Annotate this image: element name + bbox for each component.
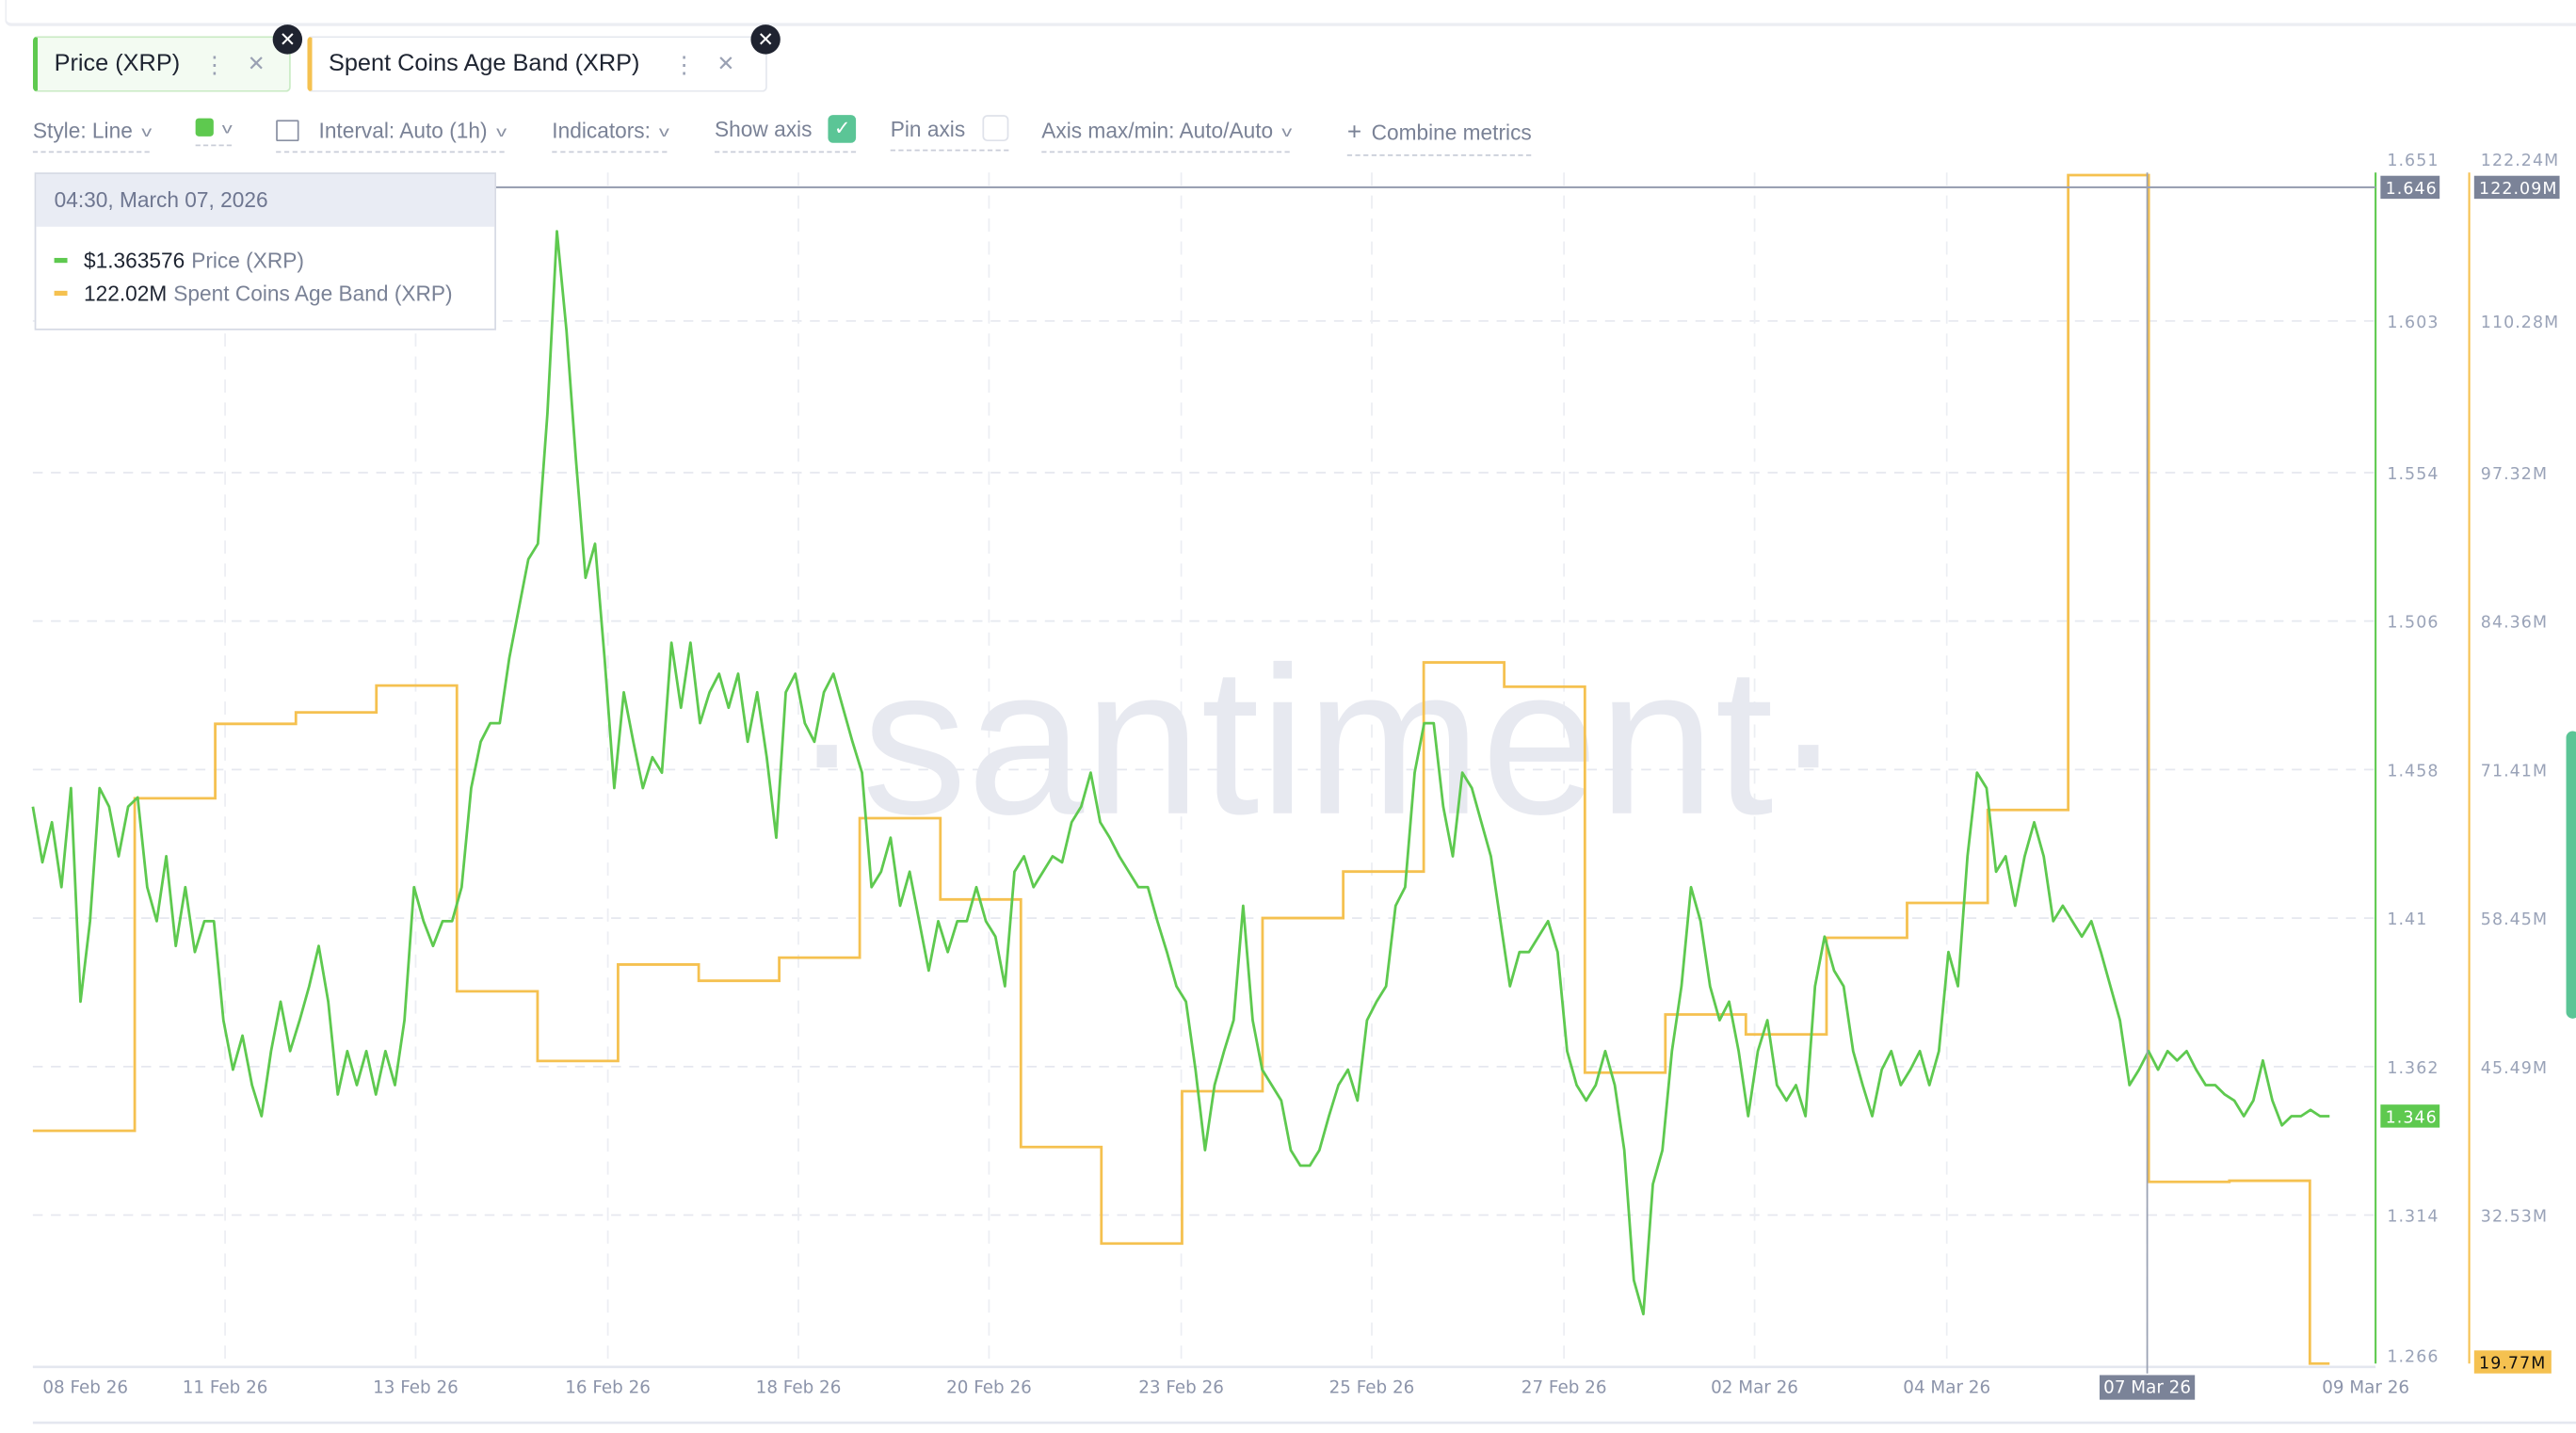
spent-coins-series-line bbox=[32, 173, 2330, 1365]
spent-axis-tick: 97.32M bbox=[2481, 465, 2548, 484]
color-swatch bbox=[195, 118, 214, 137]
chevron-down-icon: v bbox=[658, 121, 669, 139]
interval-label: Interval: Auto (1h) bbox=[318, 118, 488, 143]
tooltip-row-price: $1.363576 Price (XRP) bbox=[54, 243, 495, 276]
tab-label: Price (XRP) bbox=[54, 51, 181, 78]
tooltip-row-spent: 122.02M Spent Coins Age Band (XRP) bbox=[54, 276, 495, 309]
spent-axis-tick: 84.36M bbox=[2481, 614, 2548, 633]
axis-maxmin-label: Axis max/min: Auto/Auto bbox=[1041, 118, 1274, 143]
tab-price-xrp[interactable]: Price (XRP) ⋮ ✕ bbox=[32, 36, 291, 92]
price-axis-tick: 1.266 bbox=[2387, 1348, 2439, 1367]
tooltip-datetime: 04:30, March 07, 2026 bbox=[36, 173, 495, 227]
x-axis-tick: 18 Feb 26 bbox=[756, 1378, 842, 1398]
kebab-icon[interactable]: ⋮ bbox=[202, 50, 226, 77]
interval-dropdown[interactable]: Interval: Auto (1h) v bbox=[276, 118, 507, 153]
price-axis-tick: 1.554 bbox=[2387, 465, 2439, 484]
chevron-down-icon: v bbox=[140, 121, 152, 139]
combine-metrics-button[interactable]: + Combine metrics bbox=[1346, 118, 1532, 156]
legend-swatch bbox=[54, 289, 68, 296]
spent-axis-tick: 122.24M bbox=[2481, 152, 2559, 170]
show-axis-toggle[interactable]: Show axis ✓ bbox=[715, 115, 857, 153]
x-axis-tick: 25 Feb 26 bbox=[1329, 1378, 1415, 1398]
tab-spent-coins-age-band[interactable]: Spent Coins Age Band (XRP) ⋮ ✕ bbox=[307, 36, 767, 92]
price-axis-tick: 1.41 bbox=[2387, 910, 2427, 929]
remove-metric-icon[interactable]: ✕ bbox=[272, 24, 303, 55]
x-axis-tick: 16 Feb 26 bbox=[565, 1378, 651, 1398]
plus-icon: + bbox=[1346, 118, 1362, 147]
combine-label: Combine metrics bbox=[1371, 120, 1532, 145]
chevron-down-icon: v bbox=[1281, 121, 1293, 139]
price-last-label: 1.346 bbox=[2386, 1108, 2438, 1127]
remove-metric-icon[interactable]: ✕ bbox=[750, 24, 781, 55]
x-axis-tick: 13 Feb 26 bbox=[373, 1378, 459, 1398]
pin-axis-toggle[interactable]: Pin axis bbox=[890, 115, 1008, 152]
x-axis-tick: 08 Feb 26 bbox=[42, 1378, 128, 1398]
tooltip-name: Spent Coins Age Band (XRP) bbox=[173, 280, 453, 305]
spent-last-label-box bbox=[2473, 1350, 2552, 1374]
price-crosshair-label-box bbox=[2380, 175, 2440, 200]
tooltip: 04:30, March 07, 2026 $1.363576 Price (XR… bbox=[34, 172, 496, 330]
tooltip-value: $1.363576 bbox=[83, 247, 185, 272]
tooltip-name: Price (XRP) bbox=[191, 247, 304, 272]
price-axis-tick: 1.603 bbox=[2387, 314, 2439, 332]
x-axis-tick: 23 Feb 26 bbox=[1138, 1378, 1224, 1398]
spent-axis-tick: 58.45M bbox=[2481, 910, 2548, 929]
tooltip-value: 122.02M bbox=[83, 280, 168, 305]
spent-last-label: 19.77M bbox=[2479, 1355, 2546, 1374]
price-crosshair-label: 1.646 bbox=[2386, 180, 2438, 199]
x-axis-tick: 27 Feb 26 bbox=[1521, 1378, 1607, 1398]
spent-axis-tick: 45.49M bbox=[2481, 1059, 2548, 1078]
price-axis-tick: 1.362 bbox=[2387, 1059, 2439, 1078]
price-axis-tick: 1.314 bbox=[2387, 1208, 2439, 1227]
chevron-down-icon: v bbox=[495, 121, 507, 139]
close-icon[interactable]: ✕ bbox=[247, 51, 266, 76]
legend-swatch bbox=[54, 257, 68, 263]
x-axis-tick: 11 Feb 26 bbox=[183, 1378, 268, 1398]
x-axis-tick: 04 Mar 26 bbox=[1903, 1378, 1990, 1398]
scroll-handle[interactable] bbox=[2566, 731, 2576, 1019]
spent-axis-tick: 32.53M bbox=[2481, 1208, 2548, 1227]
x-axis-tick: 20 Feb 26 bbox=[946, 1378, 1032, 1398]
top-bar bbox=[5, 0, 2576, 26]
spent-crosshair-label-box bbox=[2473, 175, 2560, 200]
price-axis-tick: 1.506 bbox=[2387, 614, 2439, 633]
indicators-dropdown[interactable]: Indicators: v bbox=[552, 118, 669, 153]
indicators-label: Indicators: bbox=[552, 118, 651, 143]
checkbox-checked-icon[interactable]: ✓ bbox=[828, 115, 857, 143]
color-dropdown[interactable]: v bbox=[195, 118, 233, 147]
pin-axis-label: Pin axis bbox=[890, 116, 966, 141]
axis-maxmin-dropdown[interactable]: Axis max/min: Auto/Auto v bbox=[1041, 118, 1293, 153]
checkbox-unchecked[interactable] bbox=[981, 115, 1008, 142]
price-series-line bbox=[31, 230, 2330, 1316]
spent-axis-tick: 110.28M bbox=[2481, 314, 2559, 332]
calendar-icon bbox=[276, 120, 299, 142]
x-axis-tick: 02 Mar 26 bbox=[1711, 1378, 1798, 1398]
x-axis-highlight-box bbox=[2099, 1375, 2196, 1400]
chevron-down-icon: v bbox=[221, 119, 233, 136]
spent-axis-tick: 71.41M bbox=[2481, 762, 2548, 781]
price-last-label-box bbox=[2380, 1104, 2440, 1128]
style-dropdown[interactable]: Style: Line v bbox=[32, 118, 152, 153]
tab-label: Spent Coins Age Band (XRP) bbox=[328, 51, 640, 78]
close-icon[interactable]: ✕ bbox=[716, 51, 735, 76]
x-axis-highlight-label: 07 Mar 26 bbox=[2103, 1378, 2191, 1398]
price-axis-tick: 1.651 bbox=[2387, 152, 2439, 170]
watermark: ·santiment· bbox=[792, 624, 1843, 859]
x-axis-tick: 09 Mar 26 bbox=[2322, 1378, 2409, 1398]
spent-crosshair-label: 122.09M bbox=[2479, 180, 2557, 199]
style-label: Style: Line bbox=[32, 118, 133, 143]
show-axis-label: Show axis bbox=[715, 116, 813, 142]
price-axis-tick: 1.458 bbox=[2387, 762, 2439, 781]
kebab-icon[interactable]: ⋮ bbox=[672, 50, 695, 77]
